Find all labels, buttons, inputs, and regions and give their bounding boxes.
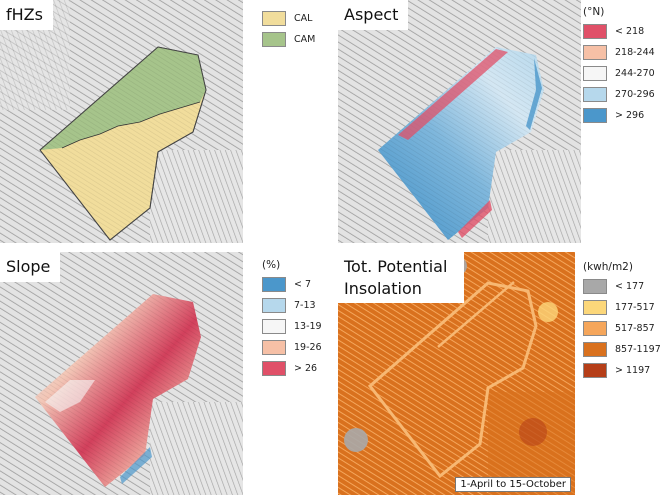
legend-swatch-insolation-5 — [583, 363, 607, 378]
map-insolation: Tot. Potential Insolation 1-April to 15-… — [338, 252, 575, 495]
legend-item-insolation-1: < 177 — [583, 279, 661, 294]
legend-label-slope-1: < 7 — [294, 279, 312, 290]
legend-fhzs: CAL CAM — [262, 11, 315, 53]
legend-item-slope-2: 7-13 — [262, 298, 322, 313]
legend-item-insolation-2: 177-517 — [583, 300, 661, 315]
legend-label-cam: CAM — [294, 34, 316, 45]
legend-swatch-insolation-3 — [583, 321, 607, 336]
legend-swatch-insolation-4 — [583, 342, 607, 357]
legend-item-insolation-5: > 1197 — [583, 363, 661, 378]
legend-swatch-aspect-5 — [583, 108, 607, 123]
legend-swatch-aspect-4 — [583, 87, 607, 102]
map-title-slope: Slope — [0, 252, 61, 282]
legend-swatch-aspect-2 — [583, 45, 607, 60]
legend-item-insolation-4: 857-1197 — [583, 342, 661, 357]
legend-unit-aspect: (°N) — [583, 6, 605, 18]
legend-item-slope-5: > 26 — [262, 361, 322, 376]
legend-item-aspect-3: 244-270 — [583, 66, 655, 81]
legend-swatch-aspect-3 — [583, 66, 607, 81]
map-title-aspect: Aspect — [338, 0, 409, 30]
legend-label-cal: CAL — [294, 13, 313, 24]
legend-label-insolation-3: 517-857 — [615, 323, 655, 334]
legend-item-slope-1: < 7 — [262, 277, 322, 292]
legend-item-aspect-5: > 296 — [583, 108, 655, 123]
legend-swatch-insolation-2 — [583, 300, 607, 315]
legend-swatch-slope-3 — [262, 319, 286, 334]
legend-swatch-slope-5 — [262, 361, 286, 376]
legend-label-insolation-4: 857-1197 — [615, 344, 661, 355]
map-aspect-image — [338, 0, 581, 243]
legend-unit-slope: (%) — [262, 259, 281, 271]
legend-aspect: (°N) < 218 218-244 244-270 270-296 > 296 — [583, 6, 655, 129]
legend-swatch-slope-2 — [262, 298, 286, 313]
legend-item-slope-3: 13-19 — [262, 319, 322, 334]
map-fhzs-image — [0, 0, 243, 243]
legend-label-slope-5: > 26 — [294, 363, 318, 374]
legend-label-slope-2: 7-13 — [294, 300, 316, 311]
legend-slope: (%) < 7 7-13 13-19 19-26 > 26 — [262, 259, 322, 382]
legend-insolation: (kwh/m2) < 177 177-517 517-857 857-1197 … — [583, 261, 661, 384]
legend-swatch-cal — [262, 11, 286, 26]
legend-label-slope-3: 13-19 — [294, 321, 322, 332]
legend-label-aspect-5: > 296 — [615, 110, 645, 121]
legend-item-aspect-4: 270-296 — [583, 87, 655, 102]
legend-item-slope-4: 19-26 — [262, 340, 322, 355]
legend-label-insolation-2: 177-517 — [615, 302, 655, 313]
map-aspect: Aspect — [338, 0, 581, 243]
map-title-fhzs: fHZs — [0, 0, 53, 30]
legend-label-aspect-4: 270-296 — [615, 89, 655, 100]
legend-item-cal: CAL — [262, 11, 315, 26]
legend-label-insolation-1: < 177 — [615, 281, 645, 292]
legend-label-aspect-2: 218-244 — [615, 47, 655, 58]
map-title-insolation: Tot. Potential Insolation — [338, 252, 464, 304]
legend-label-aspect-3: 244-270 — [615, 68, 655, 79]
legend-item-aspect-1: < 218 — [583, 24, 655, 39]
legend-label-aspect-1: < 218 — [615, 26, 645, 37]
legend-swatch-aspect-1 — [583, 24, 607, 39]
legend-swatch-slope-1 — [262, 277, 286, 292]
map-slope: Slope — [0, 252, 243, 495]
legend-unit-insolation: (kwh/m2) — [583, 261, 633, 273]
legend-item-cam: CAM — [262, 32, 315, 47]
legend-label-slope-4: 19-26 — [294, 342, 322, 353]
insolation-period-caption: 1-April to 15-October — [455, 477, 571, 492]
map-slope-image — [0, 252, 243, 495]
legend-swatch-slope-4 — [262, 340, 286, 355]
legend-label-insolation-5: > 1197 — [615, 365, 651, 376]
legend-swatch-cam — [262, 32, 286, 47]
legend-item-aspect-2: 218-244 — [583, 45, 655, 60]
legend-item-insolation-3: 517-857 — [583, 321, 661, 336]
map-fhzs: fHZs — [0, 0, 243, 243]
legend-swatch-insolation-1 — [583, 279, 607, 294]
